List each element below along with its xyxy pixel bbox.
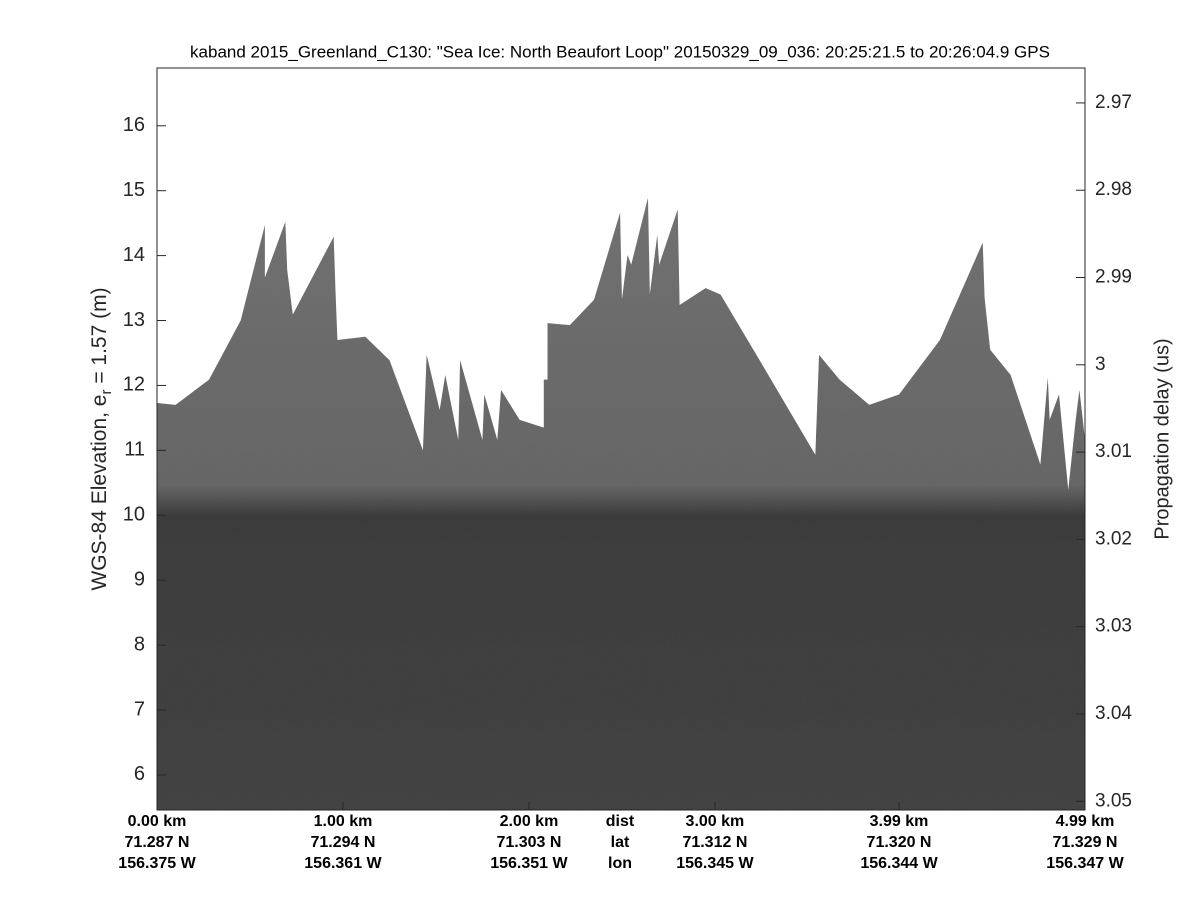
y2-tick-label: 2.98 — [1095, 179, 1132, 200]
x-tick-label: 2.00 km — [500, 813, 559, 830]
axes-box — [156, 67, 1086, 811]
y2-tick-label: 3.03 — [1095, 616, 1132, 637]
y-tick-label: 10 — [123, 504, 145, 526]
y-tick-label: 9 — [134, 568, 145, 590]
lat-label: 71.320 N — [867, 834, 932, 851]
lat-label: 71.329 N — [1053, 834, 1118, 851]
y-tick-label: 16 — [123, 114, 145, 136]
lon-label: 156.351 W — [490, 855, 568, 872]
y2-tick-label: 3.02 — [1095, 528, 1132, 549]
y2-tick-label: 2.97 — [1095, 92, 1132, 113]
y2-tick-label: 3.05 — [1095, 790, 1132, 811]
y2-tick-label: 3.01 — [1095, 441, 1132, 462]
echogram-area — [157, 197, 1085, 811]
y-tick-label: 13 — [123, 309, 145, 331]
y-tick-label: 12 — [123, 374, 145, 396]
lat-label: 71.303 N — [496, 834, 561, 851]
y-tick-label: 7 — [134, 698, 145, 720]
lat-label: 71.312 N — [682, 834, 747, 851]
y2-tick-label: 3.04 — [1095, 703, 1132, 724]
x-tick-label: 1.00 km — [314, 813, 373, 830]
lon-label: 156.345 W — [676, 855, 754, 872]
y-tick-label: 6 — [134, 763, 145, 785]
lon-label: 156.347 W — [1046, 855, 1124, 872]
chart-title: kaband 2015_Greenland_C130: "Sea Ice: No… — [190, 42, 1050, 61]
lon-label: 156.375 W — [118, 855, 196, 872]
y-tick-label: 14 — [123, 244, 145, 266]
y2-axis-label: Propagation delay (us) — [1151, 338, 1173, 539]
y-tick-label: 15 — [123, 179, 145, 201]
x-tick-label: 3.00 km — [686, 813, 745, 830]
row-label: dist — [606, 813, 635, 830]
x-tick-label: 4.99 km — [1056, 813, 1115, 830]
plot-area — [157, 197, 1085, 811]
x-tick-label: 0.00 km — [128, 813, 187, 830]
lon-label: 156.361 W — [304, 855, 382, 872]
lat-label: 71.294 N — [311, 834, 376, 851]
lat-label: 71.287 N — [125, 834, 190, 851]
y2-tick-label: 3 — [1095, 354, 1106, 375]
y2-tick-label: 2.99 — [1095, 267, 1132, 288]
y-label-main: WGS-84 Elevation, e — [88, 395, 111, 591]
y-axis-label: WGS-84 Elevation, er = 1.57 (m) — [88, 287, 115, 590]
y-label-rest: = 1.57 (m) — [88, 287, 111, 389]
y-tick-label: 8 — [134, 633, 145, 655]
row-label: lat — [611, 834, 630, 851]
row-label: lon — [608, 855, 632, 872]
y-tick-label: 11 — [124, 439, 145, 461]
surface-tint — [157, 197, 1085, 811]
y-label-sub: r — [98, 390, 115, 395]
x-tick-label: 3.99 km — [870, 813, 929, 830]
lon-label: 156.344 W — [860, 855, 938, 872]
